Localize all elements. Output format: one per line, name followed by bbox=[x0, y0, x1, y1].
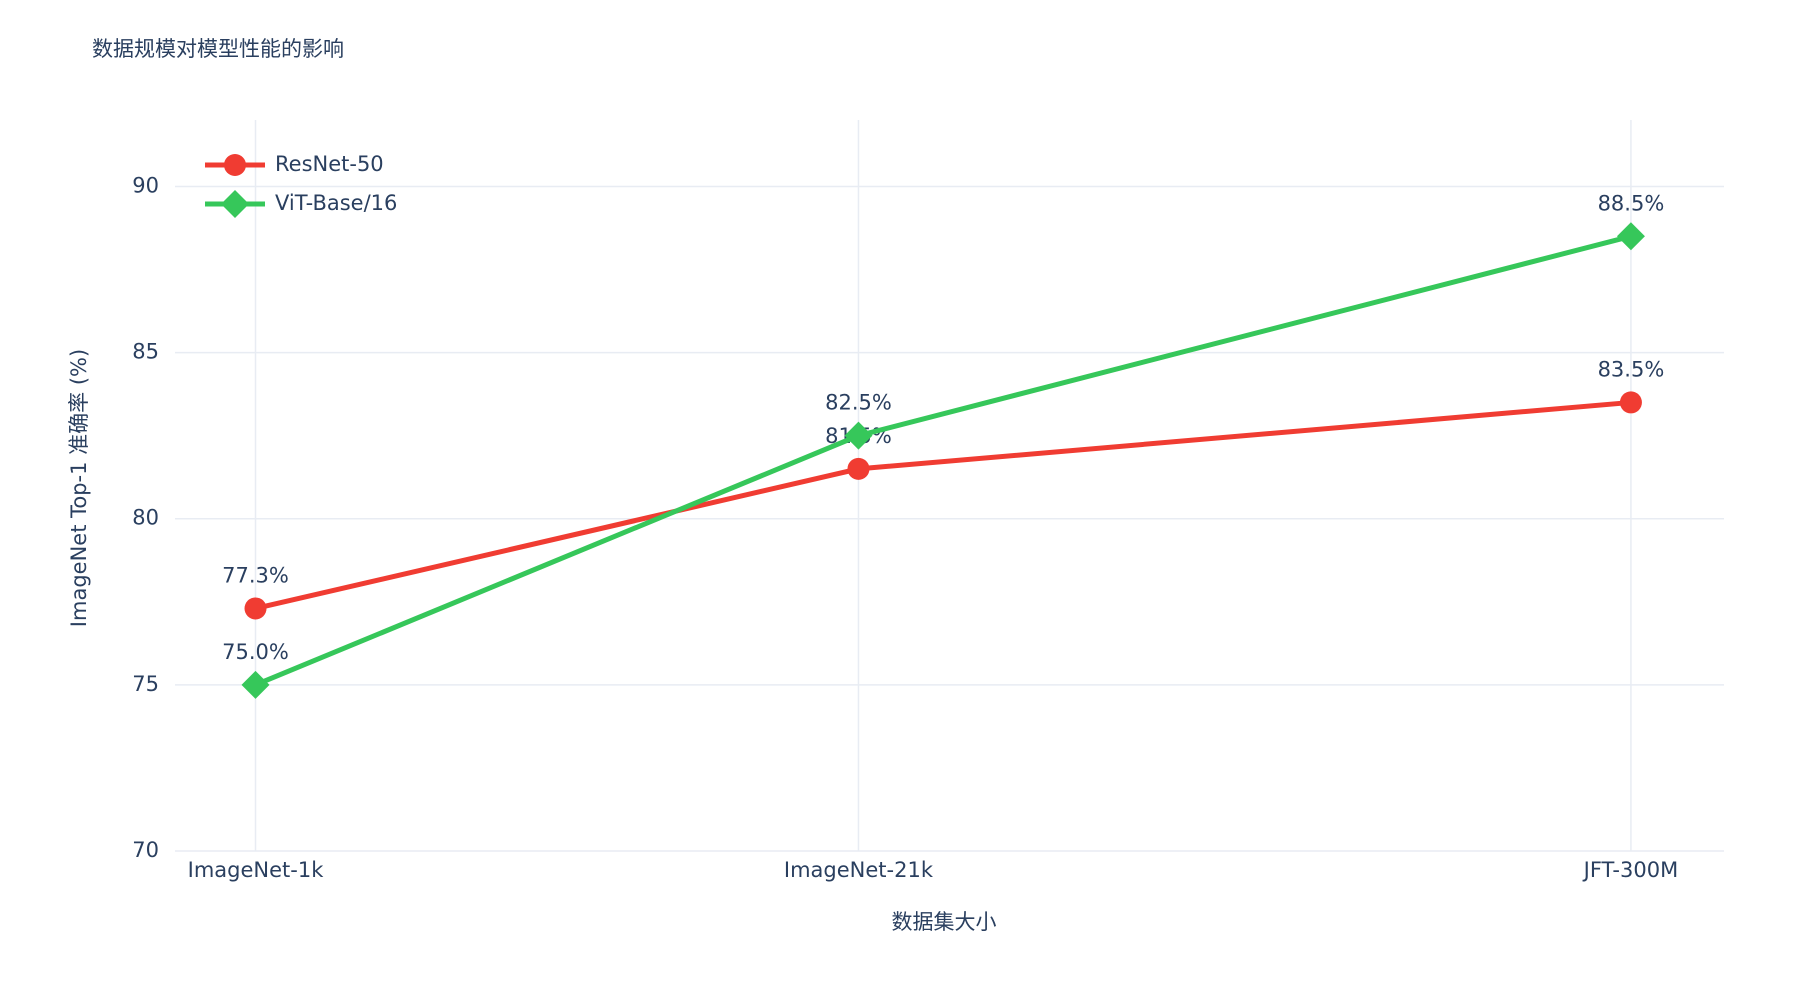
x-axis-title: 数据集大小 bbox=[892, 910, 997, 934]
y-tick-label: 70 bbox=[132, 838, 159, 862]
y-tick-label: 75 bbox=[132, 672, 159, 696]
legend-label: ViT-Base/16 bbox=[275, 191, 397, 215]
x-tick-label: JFT-300M bbox=[1582, 858, 1679, 882]
y-tick-label: 85 bbox=[132, 340, 159, 364]
marker bbox=[1619, 391, 1642, 414]
data-label: 75.0% bbox=[222, 640, 289, 664]
legend-marker bbox=[224, 154, 246, 176]
marker bbox=[241, 670, 270, 699]
marker bbox=[847, 457, 870, 480]
marker bbox=[1616, 222, 1645, 251]
x-tick-label: ImageNet-1k bbox=[188, 858, 325, 882]
data-label: 82.5% bbox=[825, 391, 892, 415]
data-label: 77.3% bbox=[222, 563, 289, 587]
y-tick-label: 80 bbox=[132, 506, 159, 530]
marker bbox=[844, 421, 873, 450]
series-line bbox=[254, 399, 1632, 611]
legend-label: ResNet-50 bbox=[275, 152, 384, 176]
x-tick-label: ImageNet-21k bbox=[784, 858, 934, 882]
legend-marker bbox=[221, 190, 249, 218]
y-axis-title: ImageNet Top-1 准确率 (%) bbox=[67, 349, 91, 627]
data-label: 83.5% bbox=[1598, 357, 1665, 381]
marker bbox=[244, 597, 267, 620]
chart-title: 数据规模对模型性能的影响 bbox=[92, 37, 344, 61]
y-tick-label: 90 bbox=[132, 173, 159, 197]
data-label: 88.5% bbox=[1598, 191, 1665, 215]
